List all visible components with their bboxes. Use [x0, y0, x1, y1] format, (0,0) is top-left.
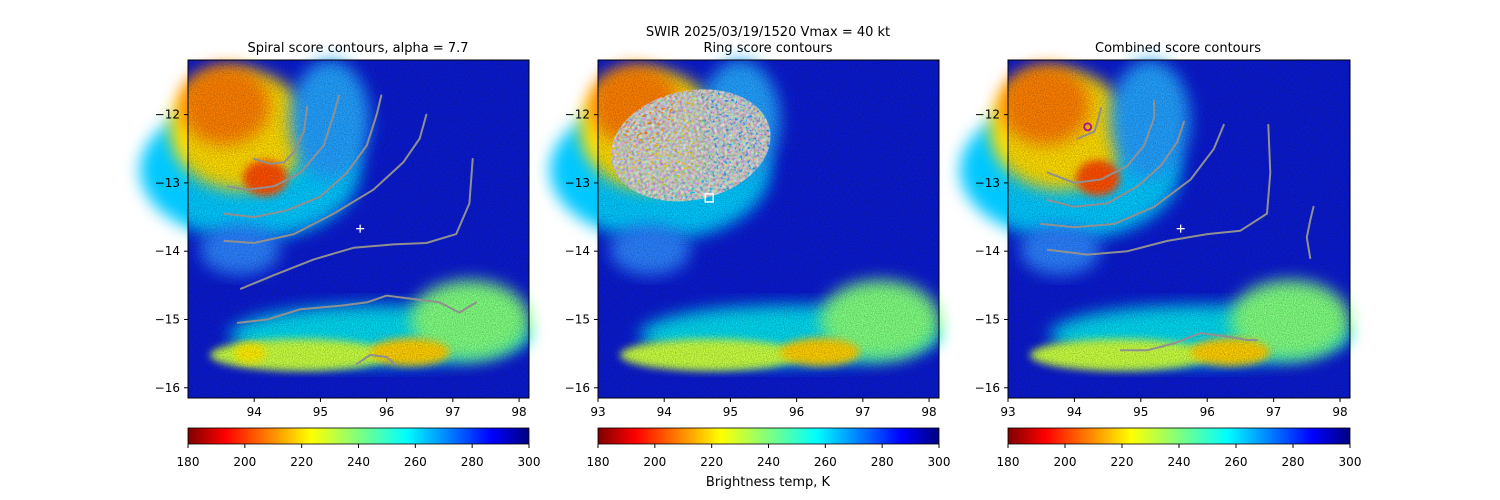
- colorbar-tick-label: 280: [461, 455, 484, 469]
- colorbar-tick-label: 300: [928, 455, 951, 469]
- spiral-panel-title: Spiral score contours, alpha = 7.7: [247, 41, 468, 56]
- combined-contour-lines: [1040, 100, 1315, 352]
- best-center-marker: [1083, 122, 1093, 132]
- contour-line: [226, 94, 340, 191]
- x-tick-label: 98: [921, 405, 936, 419]
- colorbar-tick-label: 240: [347, 455, 370, 469]
- colorbar-label: Brightness temp, K: [706, 475, 831, 490]
- colorbar-tick-label: 280: [1282, 455, 1305, 469]
- colorbar-2: Brightness temp, K 180 200 220 240 260 280 300: [587, 427, 951, 490]
- x-tick-label: 98: [1332, 405, 1347, 419]
- colorbar-tick-label: 180: [177, 455, 200, 469]
- ring-heatmap: [550, 60, 940, 398]
- storm-center-marker: [356, 224, 365, 233]
- contour-line: [253, 105, 309, 165]
- contour-line: [1046, 123, 1272, 256]
- contour-line: [1076, 106, 1102, 140]
- colorbar-tick-label: 260: [814, 455, 837, 469]
- colorbar-tick-label: 260: [1225, 455, 1248, 469]
- y-tick-label: −13: [975, 176, 1000, 190]
- spiral-score-panel: Spiral score contours, alpha = 7.7 94 95: [140, 41, 530, 419]
- storm-center-marker: [1176, 224, 1185, 233]
- colorbar-tick-label: 200: [233, 455, 256, 469]
- x-tick-label: 97: [1266, 405, 1281, 419]
- colorbar-tick-label: 220: [1111, 455, 1134, 469]
- best-ring-marker: [704, 193, 714, 203]
- spiral-heatmap: [140, 60, 530, 398]
- y-tick-label: −13: [155, 176, 180, 190]
- x-tick-label: 95: [313, 405, 328, 419]
- contour-line: [240, 158, 474, 290]
- ring-panel-title: Ring score contours: [703, 41, 832, 56]
- x-tick-label: 97: [445, 405, 460, 419]
- colorbar-tick-label: 300: [1339, 455, 1362, 469]
- figure-suptitle: SWIR 2025/03/19/1520 Vmax = 40 kt: [646, 25, 890, 40]
- ring-score-panel: Ring score contours 93 94 95 96 97 98 −12 −13 −…: [550, 41, 940, 419]
- colorbar-tick-label: 240: [757, 455, 780, 469]
- colorbar-tick-label: 280: [871, 455, 894, 469]
- contour-line: [223, 113, 428, 244]
- spiral-contour-lines: [223, 94, 477, 365]
- y-tick-label: −12: [155, 108, 180, 122]
- contour-line: [1046, 120, 1185, 208]
- colorbar-3: 180 200 220 240 260 280 300: [997, 427, 1362, 469]
- y-tick-label: −16: [155, 381, 180, 395]
- y-tick-label: −12: [565, 108, 590, 122]
- x-tick-label: 93: [1000, 405, 1015, 419]
- y-tick-label: −14: [565, 244, 590, 258]
- x-tick-label: 94: [657, 405, 672, 419]
- colorbar-tick-label: 180: [587, 455, 610, 469]
- x-tick-label: 97: [855, 405, 870, 419]
- colorbar-tick-label: 300: [518, 455, 541, 469]
- x-tick-label: 95: [1133, 405, 1148, 419]
- combined-panel-title: Combined score contours: [1095, 41, 1261, 56]
- x-tick-label: 94: [1067, 405, 1082, 419]
- contour-line: [1046, 100, 1156, 184]
- y-tick-label: −12: [975, 108, 1000, 122]
- x-tick-label: 96: [379, 405, 394, 419]
- colorbar-tick-label: 200: [643, 455, 666, 469]
- y-tick-label: −13: [565, 176, 590, 190]
- colorbar-tick-label: 240: [1168, 455, 1191, 469]
- y-tick-label: −15: [155, 312, 180, 326]
- x-tick-label: 98: [511, 405, 526, 419]
- contour-line: [236, 294, 477, 324]
- y-tick-label: −15: [565, 312, 590, 326]
- contour-line: [223, 94, 383, 219]
- y-tick-label: −16: [975, 381, 1000, 395]
- colorbar-tick-label: 220: [700, 455, 723, 469]
- colorbar-1: 180 200 220 240 260 280 300: [177, 427, 541, 469]
- y-tick-label: −16: [565, 381, 590, 395]
- contour-line: [1040, 123, 1225, 229]
- ring-score-region: [610, 89, 771, 202]
- x-tick-label: 94: [247, 405, 262, 419]
- x-tick-label: 96: [1200, 405, 1215, 419]
- contour-line: [1119, 332, 1258, 352]
- contour-line: [1305, 205, 1315, 259]
- colorbar-tick-label: 180: [997, 455, 1020, 469]
- colorbar-tick-label: 200: [1054, 455, 1077, 469]
- y-tick-label: −15: [975, 312, 1000, 326]
- x-tick-label: 95: [723, 405, 738, 419]
- colorbar-tick-label: 260: [404, 455, 427, 469]
- contour-line: [355, 354, 396, 365]
- y-tick-label: −14: [975, 244, 1000, 258]
- combined-score-panel: Combined score contours 93 94 95 96 97 98 −12…: [960, 41, 1351, 419]
- x-tick-label: 93: [590, 405, 605, 419]
- combined-heatmap: [960, 60, 1350, 398]
- y-tick-label: −14: [155, 244, 180, 258]
- x-tick-label: 96: [789, 405, 804, 419]
- colorbar-tick-label: 220: [290, 455, 313, 469]
